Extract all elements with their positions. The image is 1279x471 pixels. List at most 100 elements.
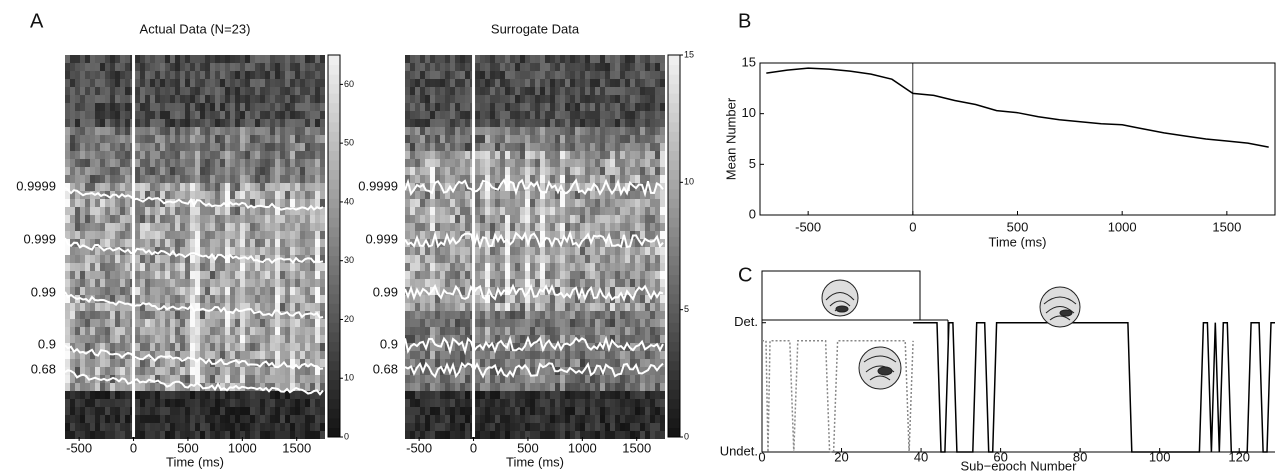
heatmap-cell [615, 359, 620, 367]
heatmap-cell [650, 127, 655, 135]
heatmap-cell [600, 127, 605, 135]
heatmap-cell [250, 279, 255, 287]
heatmap-cell [255, 423, 260, 431]
heatmap-cell [205, 111, 210, 119]
heatmap-cell [450, 431, 455, 439]
heatmap-cell [175, 287, 180, 295]
heatmap-cell [590, 351, 595, 359]
heatmap-cell [295, 327, 300, 335]
heatmap-cell [200, 175, 205, 183]
heatmap-cell [590, 279, 595, 287]
heatmap-cell [305, 103, 310, 111]
heatmap-cell [575, 119, 580, 127]
heatmap-cell [620, 159, 625, 167]
colorbar-cell [328, 275, 340, 285]
heatmap-cell [530, 263, 535, 271]
heatmap-cell [515, 391, 520, 399]
heatmap-cell [250, 391, 255, 399]
heatmap-cell [530, 399, 535, 407]
heatmap-cell [530, 63, 535, 71]
heatmap-cell [600, 199, 605, 207]
heatmap-cell [575, 151, 580, 159]
heatmap-cell [455, 359, 460, 367]
heatmap-cell [605, 423, 610, 431]
heatmap-cell [480, 207, 485, 215]
heatmap-cell [645, 199, 650, 207]
heatmap-cell [630, 63, 635, 71]
heatmap-cell [250, 111, 255, 119]
heatmap-cell [560, 351, 565, 359]
heatmap-cell [605, 119, 610, 127]
heatmap-cell [535, 431, 540, 439]
heatmap-cell [245, 223, 250, 231]
heatmap-cell [500, 271, 505, 279]
heatmap-cell [120, 111, 125, 119]
heatmap-cell [295, 215, 300, 223]
heatmap-cell [630, 159, 635, 167]
heatmap-cell [465, 327, 470, 335]
heatmap-cell [170, 255, 175, 263]
heatmap-cell [115, 199, 120, 207]
heatmap-cell [320, 375, 325, 383]
x-tick-label: 1000 [228, 440, 257, 455]
heatmap-cell [510, 303, 515, 311]
heatmap-cell [610, 79, 615, 87]
panel-label: A [30, 10, 44, 32]
heatmap-cell [300, 199, 305, 207]
heatmap-cell [125, 239, 130, 247]
heatmap-cell [175, 87, 180, 95]
heatmap-cell [220, 103, 225, 111]
colorbar-cell [328, 55, 340, 65]
heatmap-cell [280, 231, 285, 239]
heatmap-cell [445, 63, 450, 71]
heatmap-cell [595, 271, 600, 279]
heatmap-cell [635, 151, 640, 159]
heatmap-cell [260, 399, 265, 407]
heatmap-cell [550, 351, 555, 359]
heatmap-cell [485, 71, 490, 79]
heatmap-cell [610, 207, 615, 215]
heatmap-cell [575, 391, 580, 399]
heatmap-cell [210, 343, 215, 351]
heatmap-cell [580, 391, 585, 399]
heatmap-cell [580, 151, 585, 159]
heatmap-cell [655, 119, 660, 127]
heatmap-cell [575, 111, 580, 119]
heatmap-cell [235, 127, 240, 135]
heatmap-cell [420, 375, 425, 383]
heatmap-cell [85, 327, 90, 335]
heatmap-cell [245, 167, 250, 175]
heatmap-cell [650, 63, 655, 71]
heatmap-cell [295, 79, 300, 87]
heatmap-cell [220, 167, 225, 175]
heatmap-cell [185, 119, 190, 127]
heatmap-cell [265, 63, 270, 71]
heatmap-cell [625, 151, 630, 159]
heatmap-cell [265, 423, 270, 431]
heatmap-cell [620, 223, 625, 231]
heatmap-cell [270, 431, 275, 439]
heatmap-cell [550, 263, 555, 271]
heatmap-cell [535, 327, 540, 335]
heatmap-cell [140, 415, 145, 423]
heatmap-cell [650, 407, 655, 415]
heatmap-cell [75, 303, 80, 311]
heatmap-cell [165, 263, 170, 271]
heatmap-cell [595, 239, 600, 247]
heatmap-cell [480, 311, 485, 319]
heatmap-cell [405, 383, 410, 391]
heatmap-cell [615, 255, 620, 263]
heatmap-cell [100, 415, 105, 423]
heatmap-cell [200, 151, 205, 159]
heatmap-cell [435, 415, 440, 423]
heatmap-cell [590, 247, 595, 255]
heatmap-cell [520, 415, 525, 423]
heatmap-cell [415, 111, 420, 119]
heatmap-cell [650, 87, 655, 95]
heatmap-cell [255, 71, 260, 79]
heatmap-cell [585, 207, 590, 215]
heatmap-cell [435, 191, 440, 199]
heatmap-cell [280, 87, 285, 95]
heatmap-cell [220, 423, 225, 431]
heatmap-cell [295, 231, 300, 239]
